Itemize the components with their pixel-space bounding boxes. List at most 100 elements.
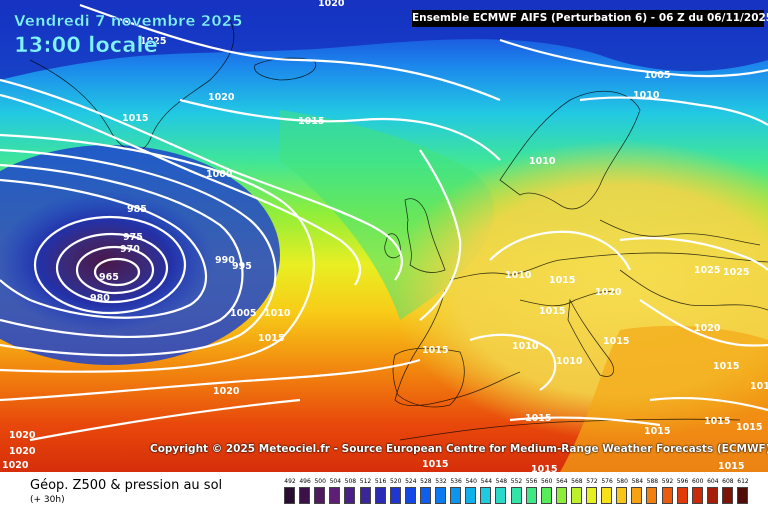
legend-swatch: [540, 487, 552, 504]
legend-value: 564: [556, 478, 568, 485]
legend-value: 544: [480, 478, 493, 485]
legend-value: 600: [691, 478, 704, 485]
legend-swatch: [631, 487, 643, 504]
pressure-label: 1020: [208, 92, 235, 103]
pressure-label: 1010: [529, 156, 556, 167]
legend-value: 608: [722, 478, 734, 485]
pressure-label: 1020: [9, 430, 36, 441]
legend-swatch: [737, 487, 748, 504]
pressure-label: 1015: [525, 413, 551, 424]
legend-swatch: [570, 487, 582, 504]
pressure-label: 1020: [694, 323, 721, 334]
pressure-label: 970: [120, 244, 140, 255]
legend-swatch: [480, 487, 492, 504]
pressure-label: 1015: [258, 333, 284, 344]
pressure-label: 1005: [644, 70, 670, 81]
model-run-header: Ensemble ECMWF AIFS (Perturbation 6) - 0…: [412, 10, 768, 27]
lead-time-label: (+ 30h): [30, 495, 65, 505]
legend-swatch: [495, 487, 507, 504]
pressure-label: 985: [127, 204, 147, 215]
pressure-label: 1020: [595, 287, 622, 298]
pressure-labels: 1020 1025 1020 1015 1015 1000 985 975 97…: [2, 0, 768, 472]
legend-swatch: [601, 487, 613, 504]
pressure-label: 1015: [603, 336, 629, 347]
pressure-label: 1015: [539, 306, 565, 317]
pressure-label: 980: [90, 293, 110, 304]
legend-swatch: [586, 487, 597, 504]
pressure-label: 1010: [633, 90, 660, 101]
pressure-label: 1020: [213, 386, 240, 397]
legend-value: 584: [631, 478, 644, 485]
pressure-label: 1015: [713, 361, 739, 372]
legend-value: 568: [571, 478, 583, 485]
legend-swatch: [329, 487, 341, 504]
legend-swatch: [525, 487, 537, 504]
legend-value: 548: [495, 478, 508, 485]
pressure-label: 1025: [140, 36, 166, 47]
legend-value: 552: [510, 478, 523, 485]
legend-value: 612: [737, 478, 749, 485]
legend-value: 532: [435, 478, 447, 485]
pressure-label: 1020: [318, 0, 345, 9]
pressure-label: 1020: [2, 460, 29, 471]
legend-swatch: [676, 487, 688, 504]
legend-swatch: [389, 487, 401, 504]
copyright-notice: Copyright © 2025 Meteociel.fr - Source E…: [150, 443, 768, 455]
pressure-label: 1015: [531, 464, 557, 472]
legend-value: 596: [676, 478, 689, 485]
pressure-label: 1015: [422, 345, 448, 356]
pressure-label: 1010: [264, 308, 291, 319]
legend-swatch: [374, 487, 386, 504]
legend-swatch: [616, 487, 628, 504]
pressure-label: 1020: [9, 446, 36, 457]
pressure-label: 1015: [750, 381, 768, 392]
pressure-label: 1010: [556, 356, 583, 367]
legend-value: 560: [540, 478, 553, 485]
pressure-label: 965: [99, 272, 119, 283]
isobars: [0, 3, 768, 442]
forecast-date: Vendredi 7 novembre 2025: [14, 12, 243, 30]
pressure-label: 1015: [549, 275, 575, 286]
legend-swatch: [721, 487, 733, 504]
legend-value: 536: [450, 478, 462, 485]
pressure-label: 1015: [422, 459, 448, 470]
pressure-label: 1010: [512, 341, 539, 352]
legend-value: 580: [616, 478, 628, 485]
legend-swatch: [555, 487, 567, 504]
pressure-label: 1010: [505, 270, 532, 281]
legend-value: 576: [601, 478, 613, 485]
legend-swatch: [344, 487, 356, 504]
legend-value: 516: [374, 478, 387, 485]
legend-value: 508: [344, 478, 357, 485]
weather-map: 1020 1025 1020 1015 1015 1000 985 975 97…: [0, 0, 768, 472]
pressure-label: 1015: [736, 422, 762, 433]
legend-swatch: [706, 487, 718, 504]
pressure-label: 1025: [723, 267, 749, 278]
legend-value: 504: [329, 478, 342, 485]
legend-swatch: [510, 487, 522, 504]
pressure-label: 1005: [230, 308, 256, 319]
legend-value: 500: [314, 478, 326, 485]
legend-value: 524: [405, 478, 417, 485]
pressure-label: 1015: [704, 416, 730, 427]
pressure-label: 1015: [122, 113, 148, 124]
pressure-label: 1000: [206, 169, 233, 180]
legend-value: 528: [420, 478, 432, 485]
pressure-label: 1015: [298, 116, 324, 127]
legend-swatch: [314, 487, 326, 504]
legend-value: 496: [299, 478, 311, 485]
pressure-label: 1025: [694, 265, 720, 276]
pressure-label: 1015: [718, 461, 744, 472]
legend-value: 492: [284, 478, 296, 485]
map-canvas: 1020 1025 1020 1015 1015 1000 985 975 97…: [0, 0, 768, 472]
legend-swatch: [465, 487, 477, 504]
legend-value: 592: [661, 478, 674, 485]
legend-value: 572: [586, 478, 598, 485]
coastlines: [29, 19, 768, 441]
pressure-label: 995: [232, 261, 252, 272]
pressure-label: 990: [215, 255, 235, 266]
legend-value: 512: [359, 478, 372, 485]
legend-value: 588: [646, 478, 659, 485]
legend-swatch: [284, 487, 295, 504]
legend-swatch: [359, 487, 371, 504]
